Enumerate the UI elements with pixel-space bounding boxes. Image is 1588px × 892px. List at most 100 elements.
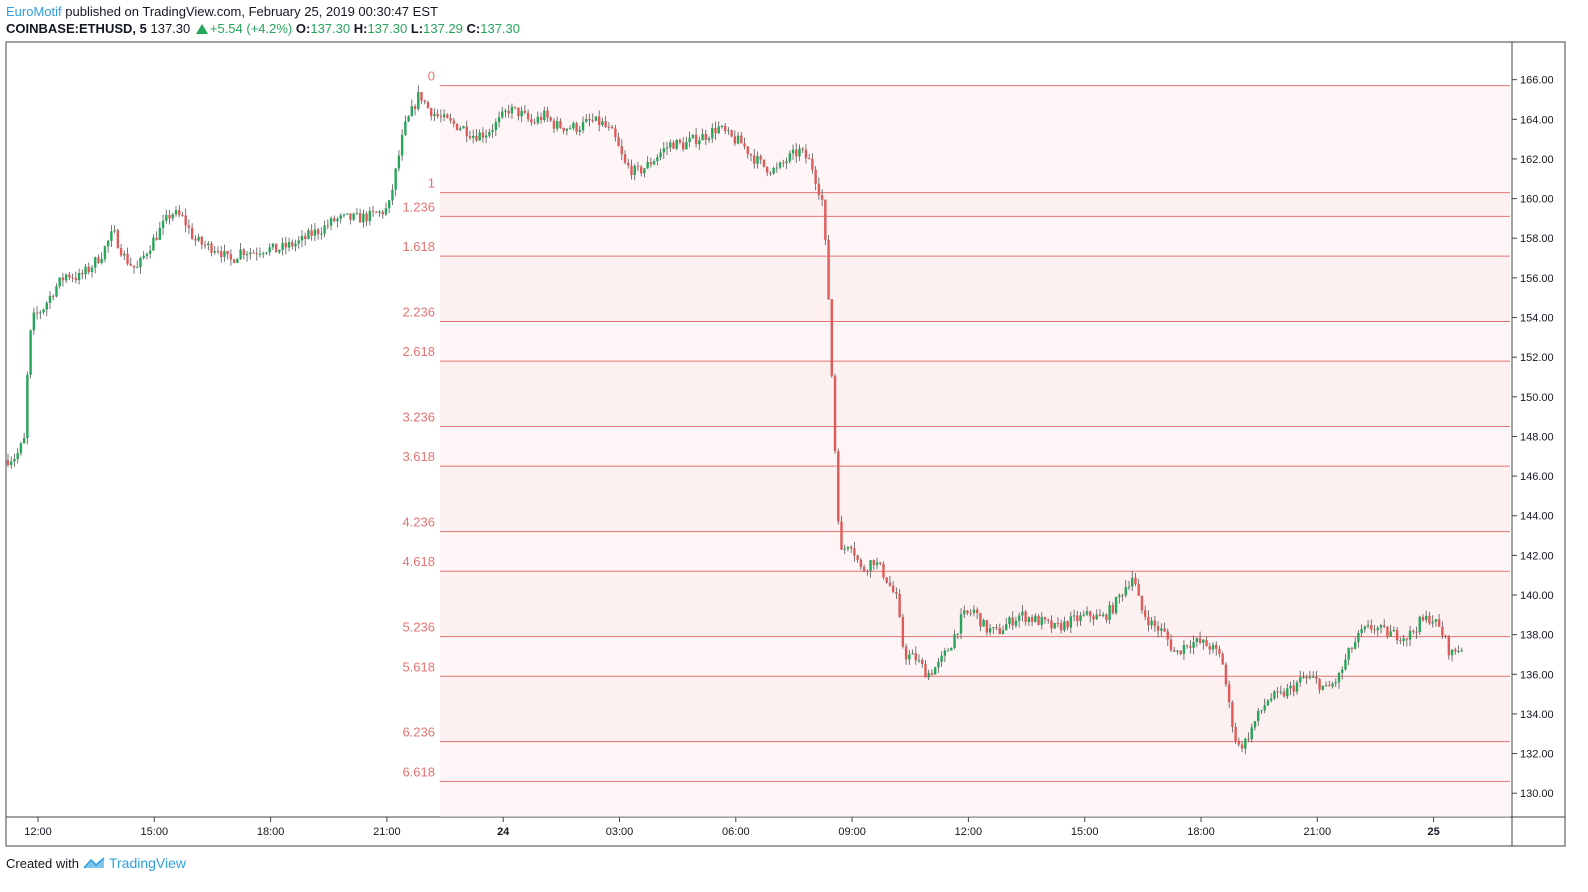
candle-body	[623, 154, 627, 163]
candle-body	[1069, 616, 1073, 628]
candle-body	[1434, 619, 1438, 622]
candle-body	[194, 238, 197, 241]
time-tick-label: 18:00	[1187, 826, 1215, 838]
candle-body	[1163, 628, 1166, 632]
candle-body	[798, 148, 801, 157]
candle-body	[1160, 628, 1163, 631]
candle-body	[672, 142, 675, 149]
tradingview-brand[interactable]: TradingView	[108, 855, 187, 871]
candle-body	[1344, 659, 1347, 670]
candle-body	[597, 116, 601, 126]
candle-body	[190, 227, 194, 239]
candle-body	[378, 211, 381, 213]
candle-body	[71, 277, 74, 279]
time-axis[interactable]: 12:00 15:00 18:00 21:00 24 03:00 06:00 09:00 12:…	[24, 817, 1440, 838]
published-text: published on TradingView.com, February 2…	[65, 4, 438, 19]
candle-body	[801, 148, 804, 150]
candle-body	[575, 123, 578, 132]
candle-body	[1373, 629, 1376, 631]
fib-level-label: 5.618	[402, 659, 435, 674]
candle-body	[1282, 691, 1286, 697]
candle-body	[391, 189, 394, 201]
candle-body	[6, 460, 10, 466]
candle-body	[1273, 691, 1276, 699]
candle-body	[1357, 632, 1360, 643]
candle-body	[662, 148, 666, 153]
candle-body	[161, 220, 165, 229]
candle-body	[830, 299, 833, 376]
candle-body	[148, 250, 152, 254]
price-tick-label: 140.00	[1520, 590, 1554, 602]
candle-body	[804, 149, 808, 159]
candle-body	[685, 141, 688, 150]
candle-body	[1124, 587, 1127, 596]
candle-body	[614, 128, 617, 138]
candle-body	[1399, 640, 1402, 642]
candle-body	[52, 295, 55, 297]
candle-body	[1059, 623, 1063, 631]
candle-body	[523, 110, 527, 113]
price-tick-label: 136.00	[1520, 669, 1554, 681]
candle-body	[578, 130, 582, 132]
candle-body	[84, 266, 87, 275]
candle-body	[1324, 685, 1328, 687]
candle-body	[1260, 710, 1263, 712]
candle-body	[1457, 650, 1460, 652]
candle-body	[452, 120, 456, 124]
candle-body	[1063, 621, 1066, 631]
author-link[interactable]: EuroMotif	[6, 4, 62, 19]
candle-body	[1208, 646, 1211, 650]
candle-body	[1250, 727, 1253, 740]
candle-body	[1101, 614, 1105, 617]
candle-body	[917, 660, 921, 662]
candle-body	[707, 138, 711, 140]
candle-body	[1127, 586, 1131, 588]
candle-body	[859, 559, 863, 568]
candle-body	[462, 126, 465, 129]
candle-body	[142, 255, 145, 258]
candle-body	[992, 627, 995, 629]
candle-body	[1114, 597, 1118, 614]
fib-level-label: 3.236	[402, 410, 435, 425]
candle-body	[449, 118, 452, 121]
candle-body	[436, 113, 439, 117]
fib-level-label: 0	[428, 69, 435, 84]
candle-body	[1460, 650, 1463, 652]
candle-body	[255, 253, 258, 255]
candle-body	[1111, 605, 1115, 614]
price-chart[interactable]: 0 1 1.236 1.618 2.236 2.618 3.236 3.618 4.236 4.6…	[0, 40, 1588, 848]
fib-band	[440, 571, 1510, 637]
candle-body	[1027, 617, 1031, 622]
candle-body	[236, 258, 239, 263]
candle-body	[827, 239, 830, 300]
candle-body	[1337, 672, 1341, 683]
candle-body	[1383, 625, 1386, 627]
candle-body	[174, 210, 178, 215]
candle-body	[891, 585, 895, 593]
candle-body	[342, 214, 346, 216]
fib-band	[440, 256, 1510, 322]
candle-body	[152, 237, 155, 251]
candle-body	[639, 166, 643, 174]
candle-body	[972, 609, 976, 613]
price-axis[interactable]: 130.00 132.00 134.00 136.00 138.00 140.00 142.…	[1512, 75, 1554, 801]
candle-body	[914, 653, 917, 661]
candle-body	[765, 166, 769, 173]
candle-body	[617, 137, 620, 147]
candle-body	[326, 225, 330, 227]
candle-body	[656, 157, 659, 162]
candle-body	[1176, 650, 1179, 652]
candle-body	[675, 139, 678, 149]
candle-body	[400, 134, 404, 156]
fib-extension[interactable]: 0 1 1.236 1.618 2.236 2.618 3.236 3.618 4.236 4.6…	[402, 69, 1510, 817]
candle-body	[869, 560, 872, 572]
candle-body	[181, 214, 184, 216]
candle-body	[258, 253, 262, 255]
candle-body	[588, 118, 591, 121]
candle-body	[1428, 615, 1431, 624]
candle-body	[1098, 614, 1102, 617]
candle-body	[1334, 682, 1337, 684]
fib-band	[440, 531, 1510, 572]
candle-body	[1143, 610, 1147, 617]
candle-body	[1202, 639, 1205, 643]
